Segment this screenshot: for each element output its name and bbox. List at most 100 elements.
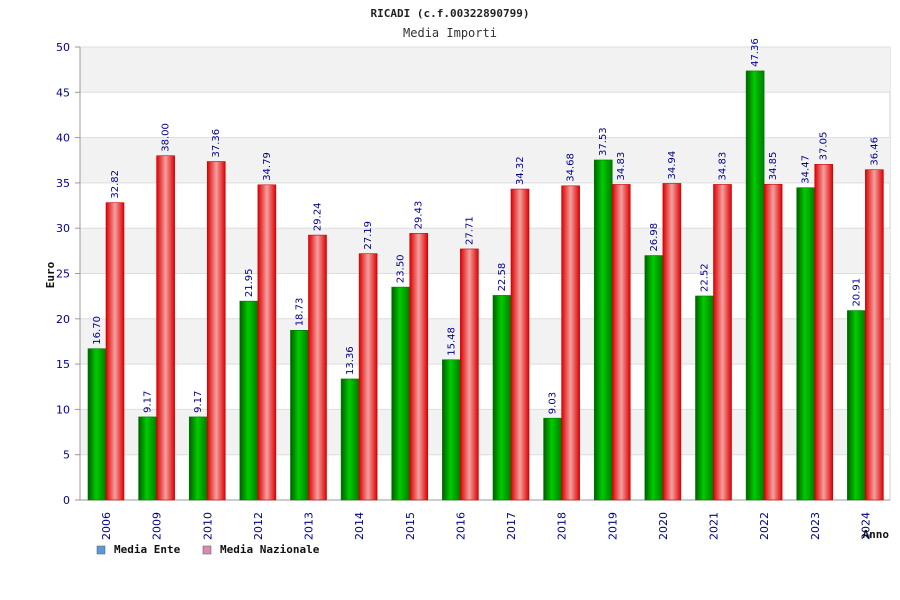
bar-media-nazionale (105, 202, 125, 501)
bars (87, 70, 884, 501)
data-label: 29.24 (313, 202, 324, 231)
x-tick-label: 2016 (454, 512, 467, 540)
data-label: 47.36 (750, 38, 761, 67)
bar-media-nazionale (206, 161, 226, 501)
bar-media-nazionale (156, 155, 175, 501)
x-axis-label: Anno (863, 528, 890, 541)
data-label: 22.52 (700, 263, 711, 292)
legend-swatch (96, 545, 106, 555)
chart-title: RICADI (c.f.00322890799) (371, 7, 530, 20)
bar-media-nazionale (611, 184, 631, 501)
y-tick-label: 20 (56, 313, 70, 326)
data-label: 34.47 (801, 155, 812, 184)
x-tick-label: 2018 (556, 512, 569, 540)
data-label: 37.05 (819, 132, 830, 161)
data-label: 13.36 (345, 346, 356, 375)
legend-label: Media Ente (114, 543, 181, 556)
data-label: 29.43 (414, 201, 425, 230)
x-tick-label: 2020 (657, 512, 670, 540)
bar-media-nazionale (662, 183, 682, 501)
bar-media-nazionale (510, 188, 530, 501)
x-tick-label: 2019 (606, 512, 619, 540)
bar-media-nazionale (409, 233, 429, 501)
data-label: 23.50 (396, 254, 407, 283)
y-tick-label: 5 (63, 449, 70, 462)
bar-media-ente (644, 255, 664, 501)
x-axis-ticks: 2006 2009 2010 2012 2013 2014 2015 2016 2017 2018… (100, 512, 872, 540)
bar-media-nazionale (763, 183, 783, 501)
x-tick-label: 2023 (809, 512, 822, 540)
bar-media-nazionale (308, 234, 327, 501)
bar-media-ente (442, 359, 461, 501)
legend-swatch (202, 545, 212, 555)
data-label: 37.53 (598, 127, 609, 156)
data-label: 34.68 (566, 153, 577, 182)
bar-media-ente (796, 187, 816, 501)
bar-media-nazionale (713, 184, 732, 501)
bar-media-ente (745, 70, 765, 501)
x-tick-label: 2021 (708, 512, 721, 540)
data-label: 18.73 (295, 298, 306, 327)
data-label: 34.83 (718, 152, 729, 181)
y-tick-label: 35 (56, 177, 70, 190)
data-label: 27.19 (363, 221, 374, 250)
data-label: 32.82 (110, 170, 121, 199)
bar-media-nazionale (814, 164, 834, 501)
data-label: 34.94 (667, 151, 678, 180)
data-label: 34.79 (262, 152, 273, 181)
data-label: 36.46 (869, 137, 880, 166)
data-label: 34.85 (768, 152, 779, 181)
legend-label: Media Nazionale (220, 543, 320, 556)
bar-media-ente (87, 348, 107, 501)
data-label: 21.95 (244, 268, 255, 297)
bar-media-nazionale (460, 248, 479, 501)
x-tick-label: 2015 (404, 512, 417, 540)
data-label: 9.17 (143, 391, 154, 413)
data-label: 34.83 (616, 152, 627, 181)
x-tick-label: 2010 (201, 512, 214, 540)
bar-media-nazionale (257, 184, 277, 501)
bar-media-ente (695, 295, 714, 501)
x-tick-label: 2009 (151, 512, 164, 540)
bar-media-nazionale (561, 185, 580, 501)
data-label: 9.03 (548, 392, 559, 414)
bar-media-ente (492, 295, 512, 501)
y-axis-label: Euro (44, 261, 57, 288)
x-tick-label: 2014 (353, 512, 366, 540)
bar-media-ente (543, 417, 562, 501)
data-label: 16.70 (92, 316, 103, 345)
bar-media-nazionale (865, 169, 884, 501)
data-label: 9.17 (193, 391, 204, 413)
data-labels: 16.70 32.82 9.17 38.00 9.17 37.36 21.95 34.79 18… (92, 38, 880, 414)
x-tick-label: 2012 (252, 512, 265, 540)
data-label: 22.58 (497, 263, 508, 292)
y-tick-label: 0 (63, 494, 70, 507)
bar-media-ente (847, 310, 866, 501)
plot-band (80, 47, 890, 93)
data-label: 26.98 (649, 223, 660, 252)
data-label: 37.36 (211, 129, 222, 158)
y-tick-label: 15 (56, 358, 70, 371)
bar-media-ente (593, 159, 613, 501)
x-tick-label: 2017 (505, 512, 518, 540)
y-tick-label: 45 (56, 86, 70, 99)
y-tick-label: 10 (56, 403, 70, 416)
data-label: 15.48 (446, 327, 457, 356)
bar-media-ente (340, 378, 360, 501)
x-tick-label: 2022 (758, 512, 771, 540)
bar-media-nazionale (358, 253, 378, 501)
bar-media-ente (391, 286, 411, 501)
y-axis-ticks: 0 5 10 15 20 25 30 35 40 45 50 (56, 41, 80, 507)
bar-media-ente (290, 330, 309, 501)
bar-media-ente (138, 416, 157, 501)
y-tick-label: 30 (56, 222, 70, 235)
chart-subtitle: Media Importi (403, 26, 497, 40)
data-label: 27.71 (464, 216, 475, 245)
y-tick-label: 40 (56, 132, 70, 145)
bar-media-ente (188, 416, 208, 501)
data-label: 20.91 (851, 278, 862, 307)
x-tick-label: 2006 (100, 512, 113, 540)
x-tick-label: 2024 (859, 512, 872, 540)
y-tick-label: 25 (56, 268, 70, 281)
